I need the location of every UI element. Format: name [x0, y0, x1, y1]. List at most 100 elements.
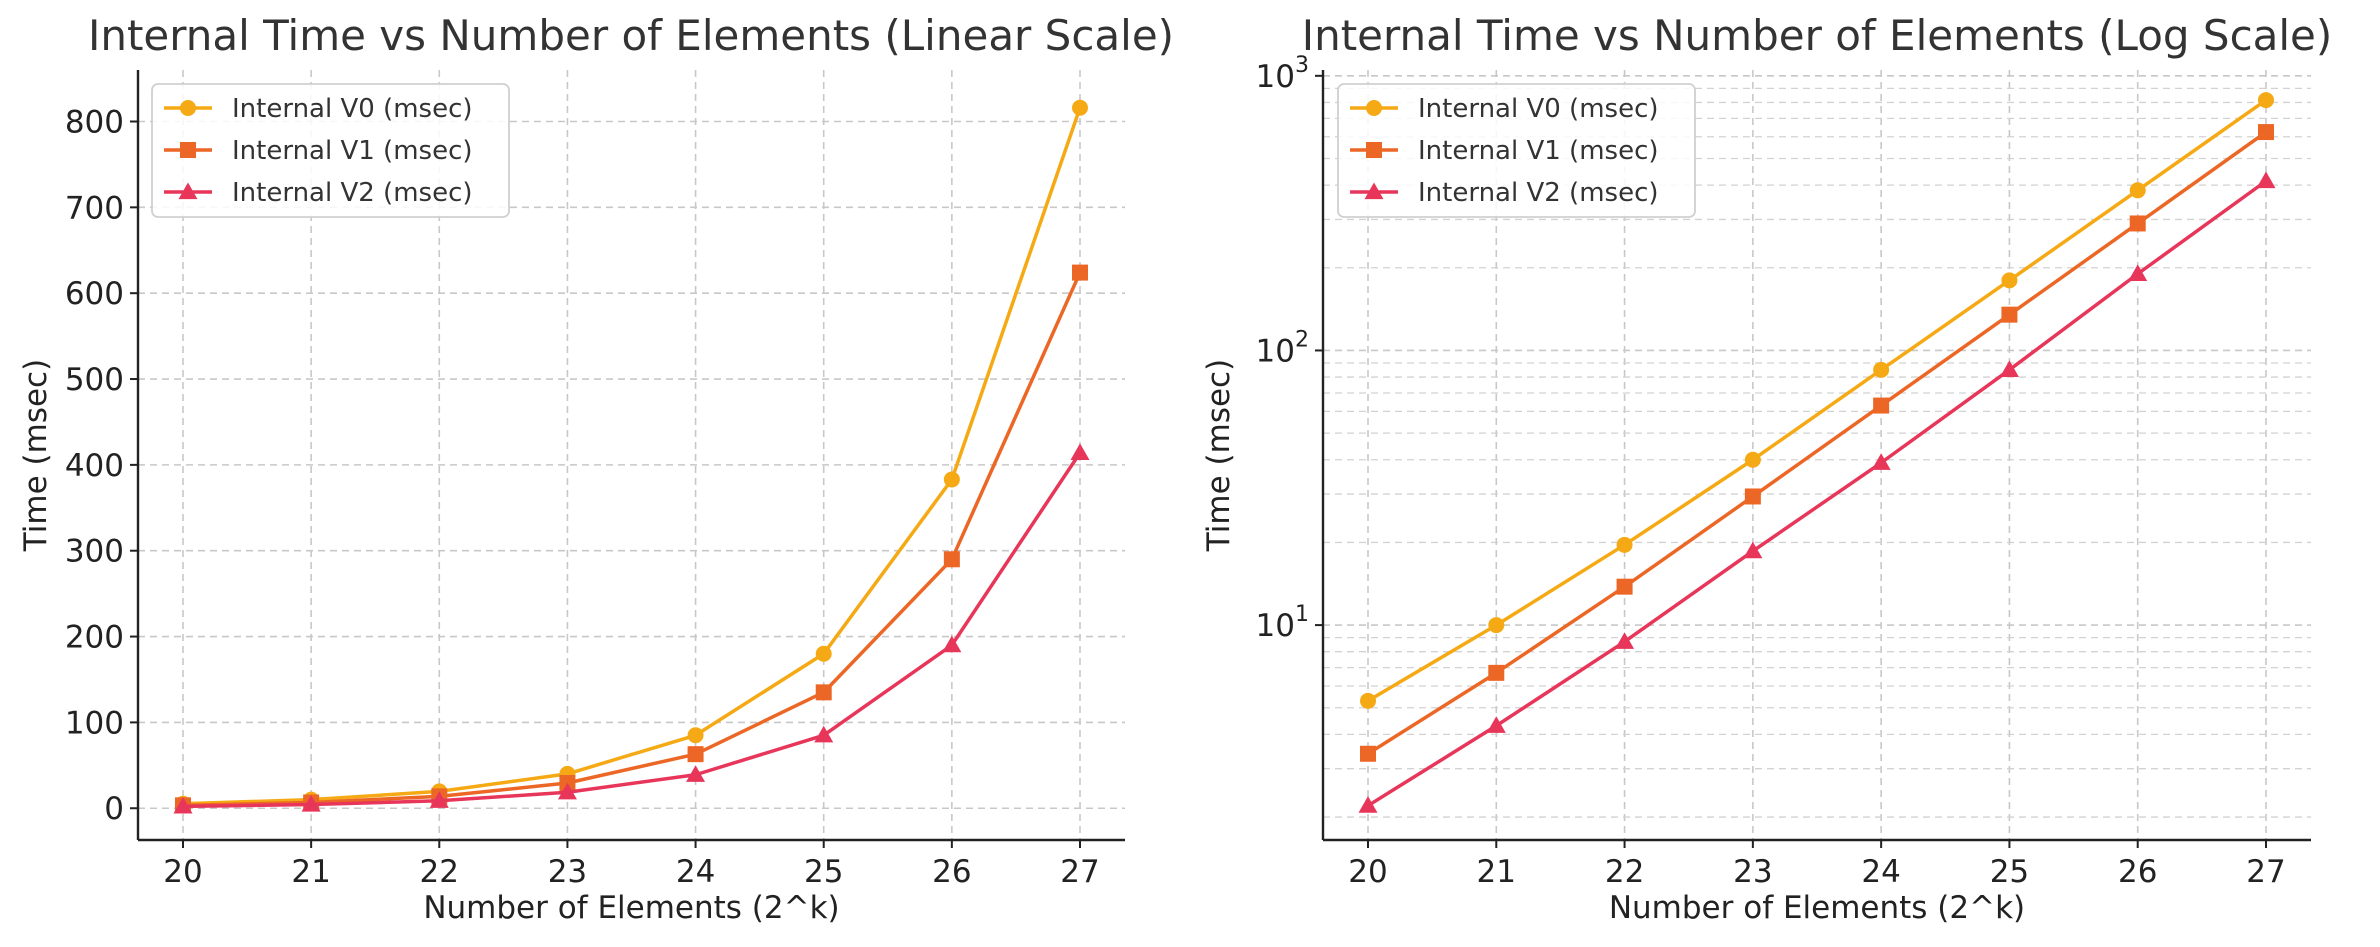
legend-box [1337, 83, 1696, 218]
x-tick-label: 23 [548, 854, 587, 890]
series-line [182, 271, 1082, 808]
data-point [943, 471, 960, 488]
data-point [1871, 453, 1891, 470]
legend-box [151, 83, 510, 218]
data-point [1488, 664, 1505, 681]
data-point [173, 796, 193, 814]
y-tick-label: 0 [104, 791, 124, 827]
legend-entry: Internal V1 (msec) [164, 136, 473, 166]
x-tick-label: 27 [2246, 854, 2285, 890]
y-tick-label: 103 [1256, 53, 1309, 95]
data-point [2258, 92, 2274, 109]
y-axis-label: Time (msec) [18, 359, 54, 552]
y-tick-label: 102 [1256, 327, 1309, 369]
y-tick-label: 100 [65, 705, 124, 741]
chart-title: Internal Time vs Number of Elements (Lin… [88, 11, 1174, 60]
data-point [1873, 361, 1890, 378]
data-point [1744, 488, 1761, 505]
data-point [2128, 264, 2148, 282]
legend-entry: Internal V2 (msec) [164, 178, 473, 208]
data-point [2001, 272, 2018, 289]
x-tick-label: 22 [420, 854, 459, 890]
legend-label: Internal V1 (msec) [232, 136, 473, 166]
legend-entry: Internal V0 (msec) [164, 94, 473, 124]
legend-swatch-marker [180, 100, 196, 116]
legend-swatch-marker [1366, 100, 1382, 116]
legend-label: Internal V2 (msec) [1418, 178, 1659, 208]
y-tick-label: 800 [65, 105, 124, 141]
x-tick-label: 24 [676, 854, 715, 890]
y-tick-label-exponent: 2 [1295, 327, 1309, 352]
series-line [1367, 179, 2268, 808]
series-line [1367, 130, 2268, 756]
y-tick-label: 300 [65, 534, 124, 570]
legend: Internal V0 (msec) Internal V1 (msec) Inte… [151, 83, 510, 218]
x-tick-label: 27 [1060, 854, 1099, 890]
data-point [815, 684, 832, 701]
x-tick-label: 26 [2118, 854, 2157, 890]
data-point [814, 725, 834, 743]
x-tick-label: 25 [1990, 854, 2029, 890]
legend-entry: Internal V1 (msec) [1350, 136, 1659, 166]
data-point [686, 765, 706, 782]
series-line [182, 451, 1082, 809]
y-axis-label: Time (msec) [1201, 359, 1237, 552]
x-tick-label: 25 [804, 854, 843, 890]
data-point [1873, 397, 1890, 414]
data-point [687, 746, 704, 763]
data-point [2256, 171, 2276, 189]
legend: Internal V0 (msec) Internal V1 (msec) Inte… [1337, 83, 1696, 218]
y-tick-label-base: 10 [1256, 333, 1295, 369]
data-point [1486, 716, 1506, 733]
data-point [1999, 360, 2019, 377]
legend-label: Internal V0 (msec) [232, 94, 473, 124]
legend-swatch-marker [1364, 182, 1384, 200]
data-point [942, 635, 962, 653]
y-tick-label-exponent: 1 [1295, 602, 1309, 627]
data-point [1360, 692, 1376, 709]
x-axis-label: Number of Elements (2^k) [1609, 890, 2025, 926]
data-point [1072, 264, 1088, 281]
series-line [1367, 98, 2268, 703]
x-tick-label: 21 [291, 854, 330, 890]
series-line [182, 107, 1082, 806]
y-tick-label: 700 [65, 190, 124, 226]
data-point [2001, 306, 2018, 323]
data-point [301, 795, 321, 812]
series-1 [1360, 124, 2274, 762]
data-point [1488, 617, 1505, 634]
x-tick-label: 21 [1477, 854, 1516, 890]
legend-swatch-marker [1366, 142, 1382, 158]
gridlines [1323, 70, 2311, 840]
data-point [1360, 745, 1376, 762]
x-axis-label: Number of Elements (2^k) [423, 890, 839, 926]
x-tick-label: 22 [1605, 854, 1644, 890]
data-point [687, 727, 704, 744]
legend-label: Internal V1 (msec) [1418, 136, 1659, 166]
chart-title: Internal Time vs Number of Elements (Log… [1302, 11, 2333, 60]
data-point [1070, 443, 1090, 460]
y-tick-label: 101 [1256, 602, 1309, 644]
data-point [557, 782, 577, 800]
x-tick-label: 24 [1861, 854, 1900, 890]
data-point [2258, 124, 2274, 141]
data-point [2129, 182, 2146, 199]
data-point [429, 791, 449, 808]
data-point [815, 645, 832, 662]
legend-entry: Internal V0 (msec) [1350, 94, 1659, 124]
series-2 [173, 443, 1090, 814]
data-point [1615, 632, 1635, 649]
legend-swatch-marker [178, 182, 198, 200]
x-tick-label: 20 [163, 854, 202, 890]
data-point [1358, 796, 1378, 813]
data-point [2129, 215, 2146, 232]
data-point [1743, 541, 1763, 559]
legend-swatch-marker [180, 142, 196, 158]
data-point [1616, 578, 1633, 595]
x-tick-label: 23 [1733, 854, 1772, 890]
data-point [943, 551, 960, 568]
y-tick-label: 500 [65, 362, 124, 398]
series-1 [175, 264, 1088, 814]
